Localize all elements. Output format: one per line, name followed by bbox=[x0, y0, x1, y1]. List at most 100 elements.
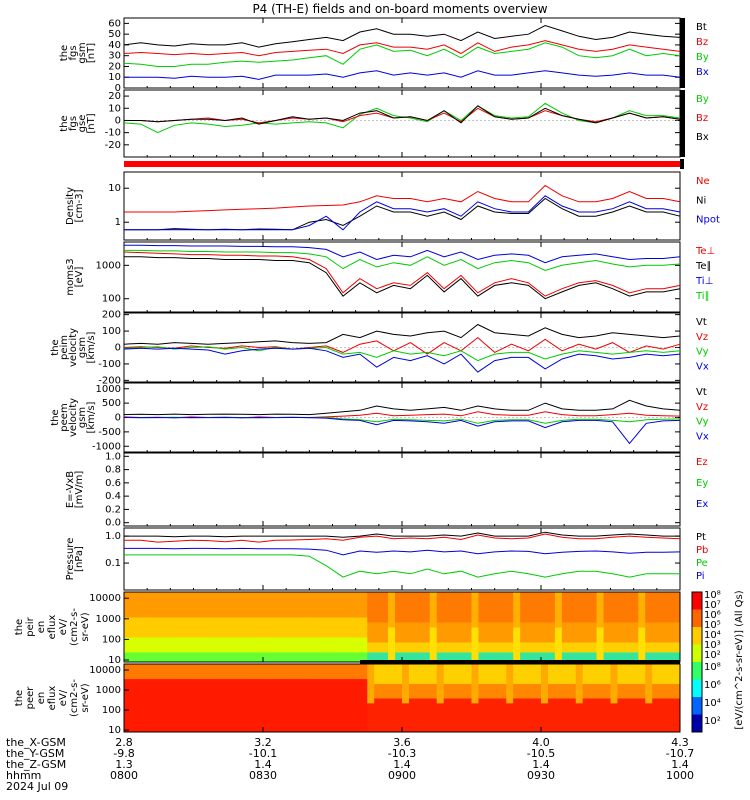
spectrogram-cell bbox=[520, 612, 528, 618]
spectrogram-cell bbox=[422, 622, 431, 628]
spectrogram-cell bbox=[360, 707, 368, 714]
spectrogram-cell bbox=[541, 612, 549, 618]
spectrogram-cell bbox=[610, 702, 618, 709]
spectrogram-cell bbox=[346, 592, 354, 598]
spectrogram-cell bbox=[631, 607, 639, 613]
spectrogram-cell bbox=[283, 678, 292, 684]
spectrogram-cell bbox=[485, 632, 493, 638]
spectrogram-cell bbox=[304, 637, 313, 643]
spectrogram-cell bbox=[582, 657, 591, 663]
spectrogram-cell bbox=[471, 602, 479, 608]
spectrogram-cell bbox=[408, 722, 417, 728]
spectrogram-cell bbox=[589, 597, 598, 603]
spectrogram-cell bbox=[374, 717, 382, 723]
spectrogram-cell bbox=[402, 664, 410, 670]
colorbar-segment bbox=[692, 697, 702, 715]
spectrogram-cell bbox=[172, 657, 181, 663]
spectrogram-cell bbox=[673, 664, 681, 670]
spectrogram-cell bbox=[603, 632, 611, 638]
spectrogram-cell bbox=[276, 612, 285, 618]
spectrogram-cell bbox=[395, 657, 403, 663]
spectrogram-cell bbox=[297, 712, 306, 718]
spectrogram-cell bbox=[673, 722, 681, 728]
spectrogram-cell bbox=[603, 617, 611, 623]
spectrogram-cell bbox=[214, 637, 222, 643]
spectrogram-cell bbox=[256, 597, 264, 603]
spectrogram-cell bbox=[304, 627, 313, 633]
spectrogram-cell bbox=[318, 712, 327, 718]
spectrogram-cell bbox=[492, 707, 500, 714]
spectrogram-cell bbox=[603, 707, 611, 714]
spectrogram-cell bbox=[263, 717, 271, 723]
y-axis-label: gsm bbox=[77, 42, 88, 63]
spectrogram-cell bbox=[624, 657, 632, 663]
spectrogram-cell bbox=[422, 712, 431, 718]
spectrogram-cell bbox=[464, 664, 472, 670]
spectrogram-cell bbox=[499, 592, 507, 598]
spectrogram-cell bbox=[193, 647, 201, 653]
spectrogram-cell bbox=[575, 607, 584, 613]
spectrogram-cell bbox=[200, 727, 208, 733]
spectrogram-cell bbox=[311, 717, 320, 723]
spectrogram-cell bbox=[242, 683, 250, 689]
spectrogram-cell bbox=[506, 602, 514, 608]
spectrogram-cell bbox=[603, 622, 611, 628]
spectrogram-cell bbox=[332, 652, 340, 658]
spectrogram-cell bbox=[214, 647, 222, 653]
spectrogram-cell bbox=[221, 712, 229, 718]
spectrogram-cell bbox=[638, 607, 646, 613]
spectrogram-cell bbox=[568, 664, 577, 670]
spectrogram-cell bbox=[408, 612, 417, 618]
spectrogram-cell bbox=[221, 702, 229, 709]
spectrogram-cell bbox=[527, 673, 535, 680]
ephemeris-z-value: 1.4 bbox=[671, 758, 689, 771]
spectrogram-cell bbox=[499, 712, 507, 718]
spectrogram-cell bbox=[221, 602, 229, 608]
spectrogram-cell bbox=[200, 622, 208, 628]
spectrogram-cell bbox=[596, 678, 605, 684]
spectrogram-cell bbox=[304, 727, 313, 733]
spectrogram-cell bbox=[395, 717, 403, 723]
spectrogram-cell bbox=[221, 642, 229, 648]
spectrogram-cell bbox=[402, 678, 410, 684]
spectrogram-cell bbox=[256, 602, 264, 608]
spectrogram-cell bbox=[290, 712, 299, 718]
spectrogram-cell bbox=[193, 712, 201, 718]
spectrogram-cell bbox=[645, 727, 653, 733]
spectrogram-cell bbox=[415, 702, 424, 709]
spectrogram-cell bbox=[534, 693, 542, 699]
spectrogram-cell bbox=[332, 683, 340, 689]
spectrogram-cell bbox=[179, 637, 188, 643]
spectrogram-cell bbox=[151, 592, 160, 598]
spectrogram-cell bbox=[520, 707, 528, 714]
spectrogram-cell bbox=[527, 647, 535, 653]
spectrogram-cell bbox=[200, 688, 208, 694]
spectrogram-cell bbox=[283, 707, 292, 714]
spectrogram-cell bbox=[235, 722, 243, 728]
spectrogram-cell bbox=[506, 678, 514, 684]
spectrogram-cell bbox=[200, 637, 208, 643]
spectrogram-cell bbox=[603, 688, 611, 694]
spectrogram-cell bbox=[304, 622, 313, 628]
spectrogram-cell bbox=[130, 657, 139, 663]
spectrogram-cell bbox=[422, 717, 431, 723]
spectrogram-cell bbox=[374, 702, 382, 709]
spectrogram-cell bbox=[214, 632, 222, 638]
spectrogram-cell bbox=[492, 652, 500, 658]
spectrogram-cell bbox=[645, 693, 653, 699]
spectrogram-cell bbox=[471, 683, 479, 689]
spectrogram-cell bbox=[408, 712, 417, 718]
spectrogram-cell bbox=[443, 632, 452, 638]
spectrogram-cell bbox=[381, 602, 389, 608]
spectrogram-cell bbox=[492, 722, 500, 728]
spectrogram-cell bbox=[534, 602, 542, 608]
spectrogram-cell bbox=[151, 607, 160, 613]
spectrogram-cell bbox=[652, 727, 660, 733]
spectrogram-cell bbox=[179, 693, 188, 699]
spectrogram-cell bbox=[144, 722, 153, 728]
spectrogram-cell bbox=[422, 722, 431, 728]
spectrogram-cell bbox=[520, 678, 528, 684]
spectrogram-cell bbox=[666, 698, 674, 704]
colorbar-tick-label: 10⁶ bbox=[704, 680, 721, 691]
spectrogram-cell bbox=[582, 637, 591, 643]
